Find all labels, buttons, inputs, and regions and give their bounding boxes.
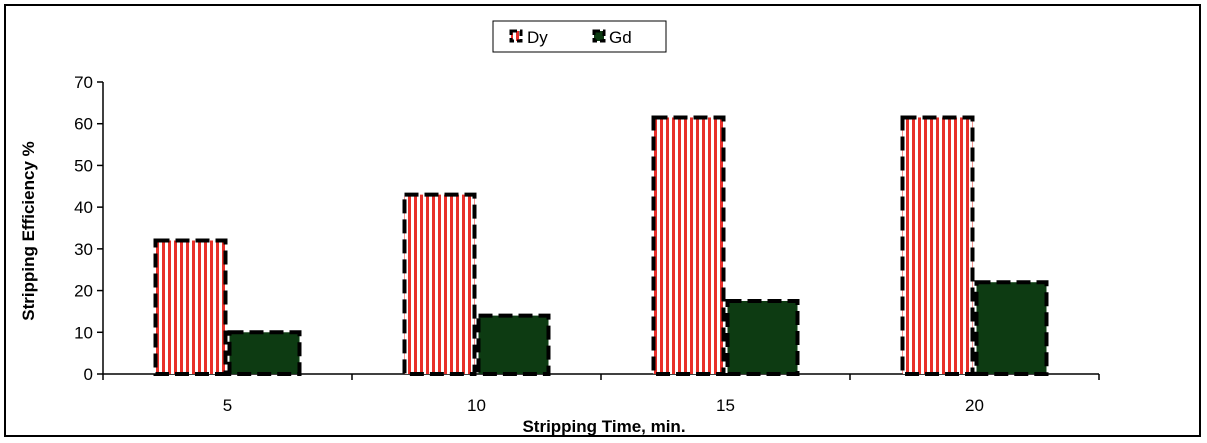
- y-tick-label: 40: [74, 198, 93, 217]
- x-axis-title: Stripping Time, min.: [522, 417, 685, 435]
- chart-frame: Dy Gd 0 10 20 30 40 50 60 70 5 10 15 20 Stripping …: [4, 4, 1201, 437]
- bar-dy-10: [402, 192, 477, 376]
- y-tick-label: 10: [74, 323, 93, 342]
- y-tick-label: 20: [74, 282, 93, 301]
- legend-label-dy: Dy: [527, 28, 548, 47]
- bar-chart: Dy Gd 0 10 20 30 40 50 60 70 5 10 15 20 Stripping …: [19, 20, 1100, 435]
- legend-swatch-dy: [509, 29, 523, 43]
- bar-dy-5: [153, 238, 228, 376]
- y-tick-label: 60: [74, 115, 93, 134]
- bar-gd-10: [476, 313, 551, 377]
- legend: Dy Gd: [492, 20, 667, 53]
- y-tick-label: 70: [74, 73, 93, 92]
- legend-label-gd: Gd: [609, 28, 632, 47]
- y-axis-title: Stripping Efficiency %: [19, 141, 38, 320]
- y-axis: 0 10 20 30 40 50 60 70: [74, 73, 104, 384]
- x-axis: 5 10 15 20: [102, 373, 1100, 415]
- y-tick-label: 0: [84, 365, 93, 384]
- legend-swatch-gd: [592, 29, 606, 43]
- y-tick-label: 50: [74, 156, 93, 175]
- x-tick-label: 10: [467, 396, 486, 415]
- bars: [153, 115, 1049, 377]
- y-tick-label: 30: [74, 240, 93, 259]
- x-tick-label: 20: [965, 396, 984, 415]
- bar-dy-15: [651, 115, 726, 376]
- bar-dy-20: [900, 115, 975, 376]
- bar-gd-15: [725, 299, 800, 376]
- bar-gd-5: [227, 330, 302, 376]
- x-tick-label: 5: [223, 396, 232, 415]
- x-tick-label: 15: [716, 396, 735, 415]
- legend-box: [492, 20, 667, 53]
- bar-gd-20: [974, 280, 1049, 377]
